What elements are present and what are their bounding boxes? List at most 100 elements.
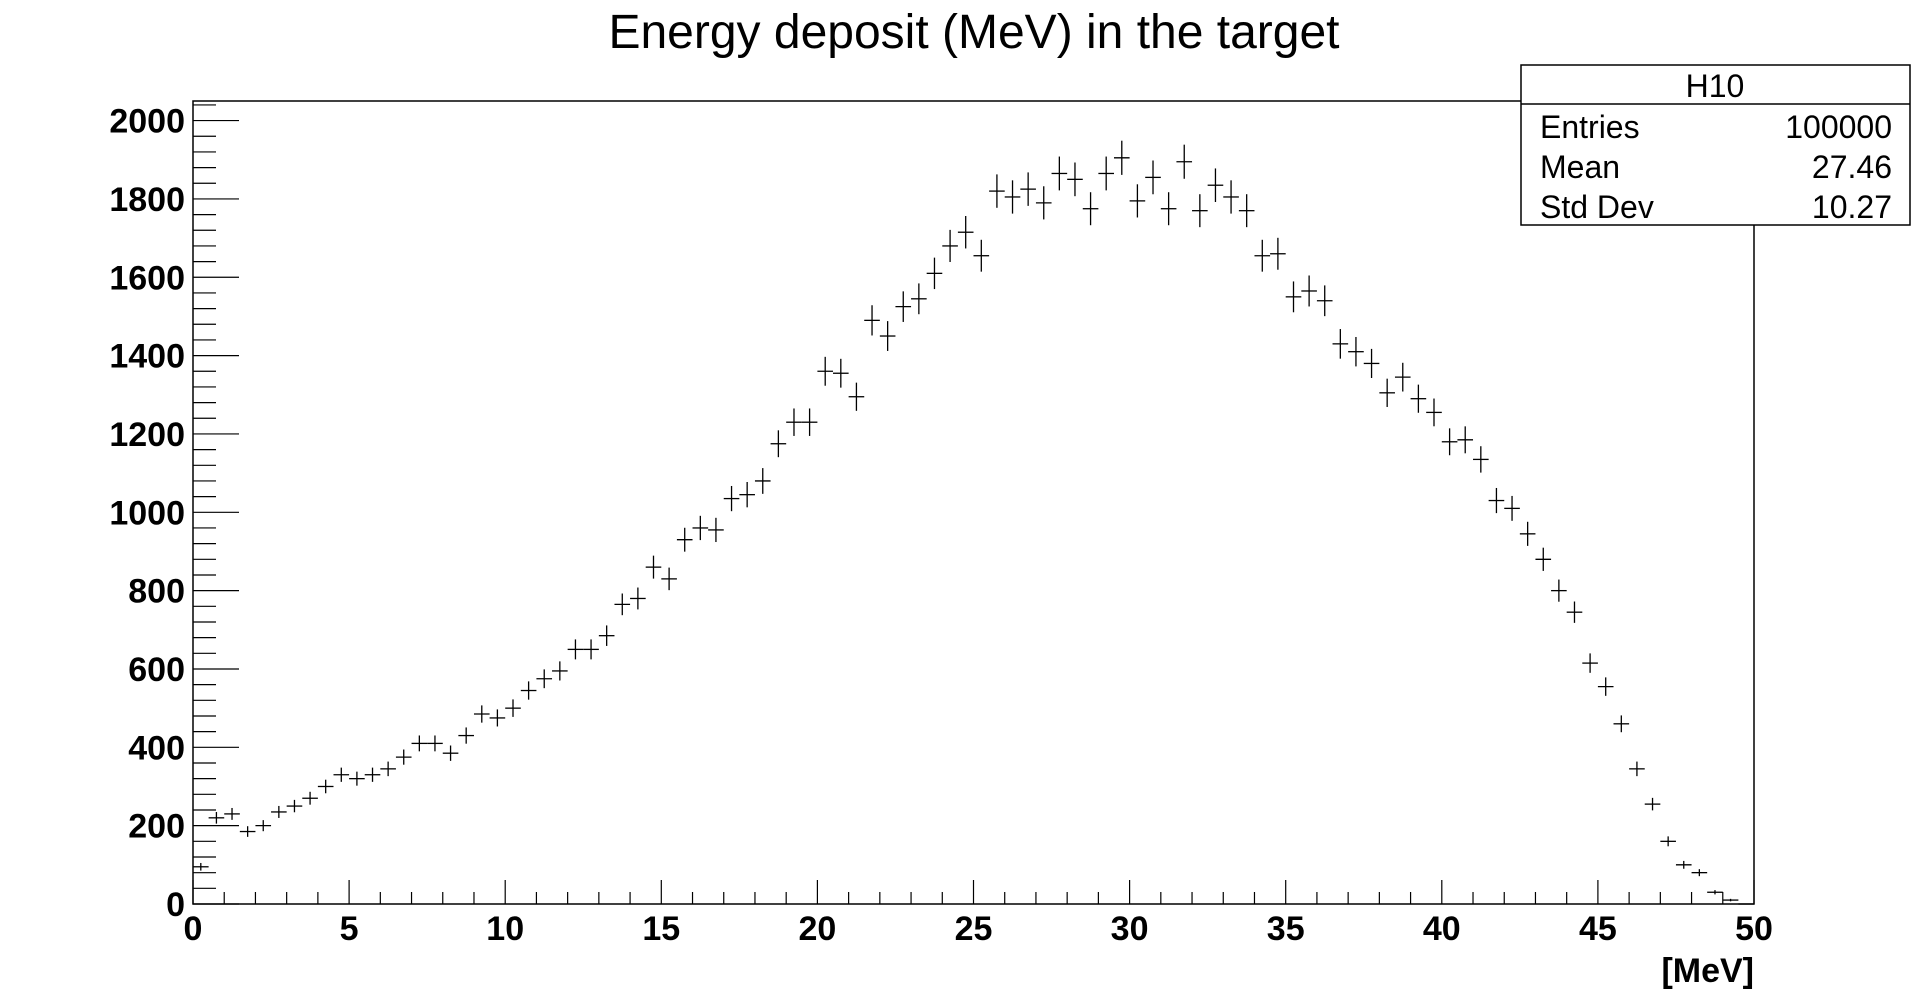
data-point xyxy=(380,761,396,777)
stats-box-frame xyxy=(1520,64,1911,226)
stats-entries-label: Entries xyxy=(1540,109,1640,145)
y-tick-label: 600 xyxy=(128,651,185,689)
data-point xyxy=(473,705,490,723)
data-point xyxy=(395,749,412,765)
data-point xyxy=(1316,285,1333,317)
data-point xyxy=(302,791,318,805)
data-point xyxy=(1457,426,1474,454)
data-point xyxy=(224,807,240,820)
data-point xyxy=(1566,601,1583,623)
data-point xyxy=(583,639,599,660)
data-point xyxy=(1691,869,1708,877)
data-point xyxy=(1379,378,1395,407)
data-point xyxy=(1035,186,1052,220)
x-tick-label: 25 xyxy=(955,910,993,948)
x-tick-label: 5 xyxy=(340,910,359,948)
data-point xyxy=(1145,160,1161,195)
data-point xyxy=(1519,521,1536,546)
y-tick-label: 200 xyxy=(128,808,185,846)
data-point xyxy=(786,408,802,436)
data-point xyxy=(1629,761,1645,777)
data-point xyxy=(1113,140,1130,175)
data-point xyxy=(505,699,521,717)
data-point xyxy=(1613,715,1630,733)
data-point xyxy=(286,799,303,813)
x-tick-label: 0 xyxy=(184,910,203,948)
data-point xyxy=(1301,275,1317,307)
x-axis-label: [MeV] xyxy=(1661,952,1754,990)
x-tick-label: 50 xyxy=(1735,910,1773,948)
data-point xyxy=(879,321,896,351)
data-point xyxy=(1394,362,1411,392)
data-point xyxy=(1332,329,1349,359)
data-point xyxy=(1410,384,1427,413)
data-point xyxy=(1192,194,1208,228)
data-point xyxy=(1270,237,1286,270)
data-point xyxy=(427,735,443,752)
x-tick-label: 10 xyxy=(486,910,524,948)
data-point xyxy=(661,567,677,591)
data-point xyxy=(1441,428,1458,456)
x-tick-label: 15 xyxy=(642,910,680,948)
data-point xyxy=(1020,172,1036,206)
stats-entries-value: 100000 xyxy=(1785,109,1892,145)
data-point xyxy=(536,669,553,689)
data-point xyxy=(1675,860,1692,869)
data-point xyxy=(1098,156,1114,191)
y-axis: 0 200 400 600 800 1000 1200 1400 1600 1800 2000 xyxy=(109,103,239,924)
y-tick-label: 1800 xyxy=(109,181,185,219)
data-point xyxy=(1551,579,1567,602)
data-point xyxy=(1582,653,1598,673)
data-point xyxy=(1348,336,1364,367)
x-axis: 0 5 10 15 20 25 30 35 40 45 50 xyxy=(184,880,1773,948)
data-point xyxy=(442,745,459,761)
data-point xyxy=(957,216,974,249)
data-point xyxy=(708,517,724,543)
data-point xyxy=(973,239,990,272)
data-point xyxy=(1129,184,1146,218)
x-tick-label: 30 xyxy=(1111,910,1149,948)
stats-stddev-label: Std Dev xyxy=(1540,189,1654,225)
y-tick-label: 1600 xyxy=(109,259,185,297)
data-point xyxy=(1051,156,1068,191)
data-point xyxy=(1176,144,1193,179)
data-point xyxy=(520,681,537,700)
x-tick-label: 20 xyxy=(798,910,836,948)
plot-frame xyxy=(192,100,1755,905)
data-point xyxy=(598,625,615,646)
data-point xyxy=(239,826,256,837)
data-point xyxy=(271,805,287,818)
data-point xyxy=(1223,180,1239,214)
data-point xyxy=(552,661,568,681)
data-point xyxy=(911,283,927,315)
stats-mean-value: 27.46 xyxy=(1812,149,1892,185)
data-point xyxy=(864,305,880,336)
data-point xyxy=(208,812,225,824)
stats-box-title: H10 xyxy=(1686,68,1745,104)
data-point xyxy=(770,430,787,458)
data-point xyxy=(1707,890,1723,895)
data-point xyxy=(193,862,209,871)
data-point xyxy=(739,482,755,508)
data-point xyxy=(1473,446,1489,473)
data-point xyxy=(1426,398,1442,427)
data-point xyxy=(1285,281,1302,313)
data-point xyxy=(1238,194,1255,228)
data-point xyxy=(645,555,662,579)
data-point xyxy=(1535,547,1552,571)
x-tick-label: 35 xyxy=(1267,910,1305,948)
data-point xyxy=(1004,180,1021,214)
data-point xyxy=(676,527,693,552)
data-point xyxy=(895,291,912,322)
data-point xyxy=(1082,192,1099,226)
data-point xyxy=(458,727,474,744)
data-point xyxy=(1722,898,1739,902)
data-point xyxy=(1067,162,1083,197)
data-point xyxy=(1363,348,1380,378)
data-point xyxy=(801,408,818,436)
y-tick-label: 1200 xyxy=(109,416,185,454)
x-tick-label: 45 xyxy=(1579,910,1617,948)
data-point xyxy=(754,468,771,494)
y-tick-label: 800 xyxy=(128,573,185,611)
